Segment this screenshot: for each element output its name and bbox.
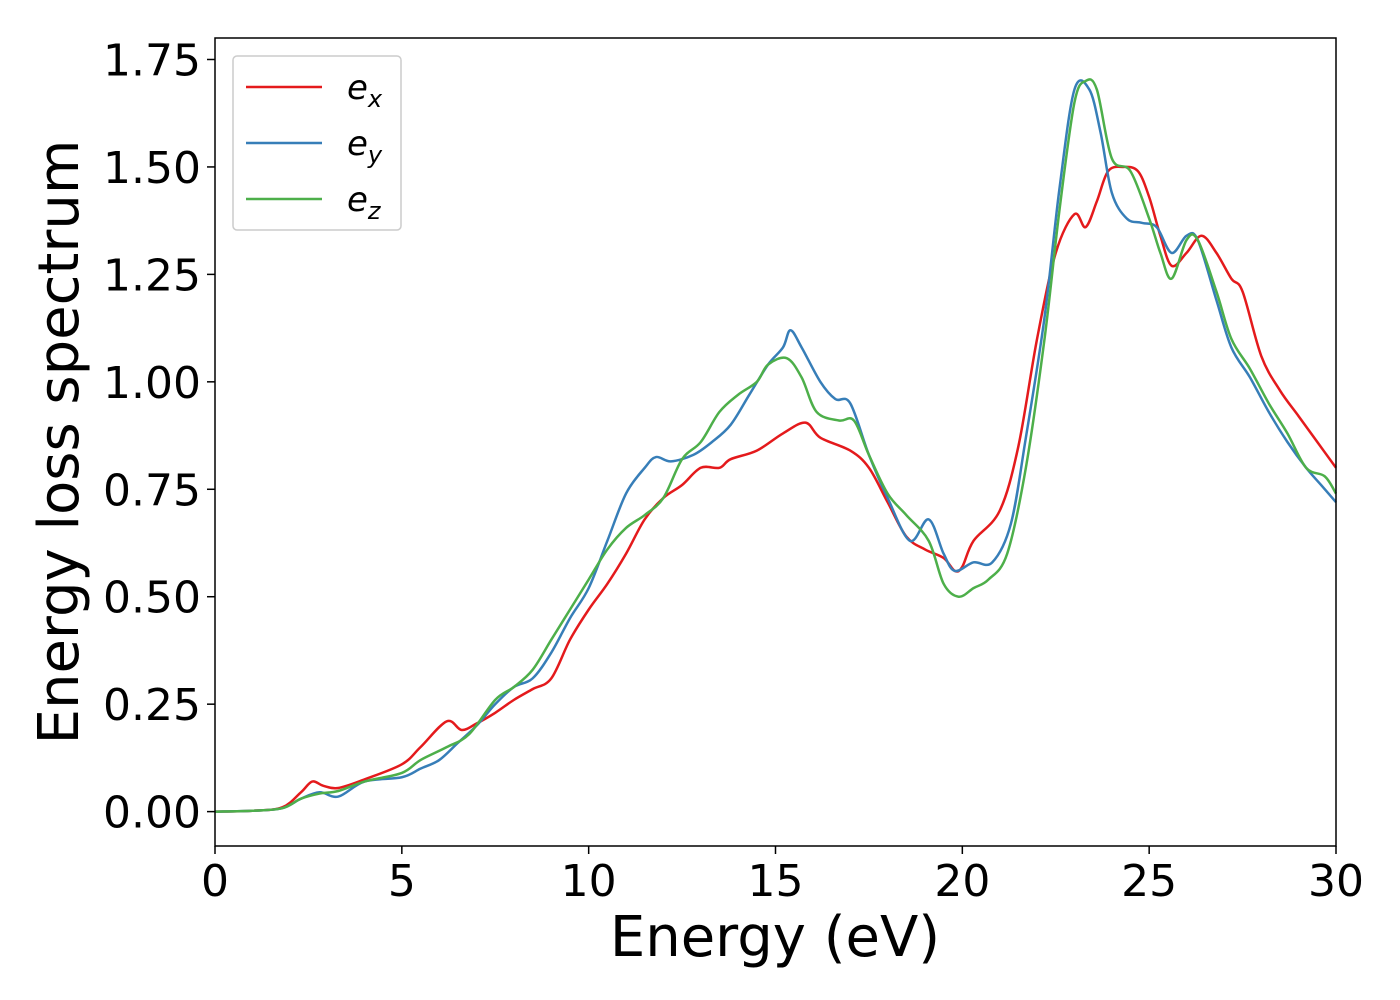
x-axis-label: Energy (eV) <box>610 905 940 970</box>
y-tick-label: 1.50 <box>103 143 201 194</box>
y-tick-label: 0.75 <box>103 465 201 516</box>
x-tick-label: 10 <box>561 856 617 907</box>
x-axis: 0 5 10 15 20 25 30 <box>201 846 1364 907</box>
legend-label-e-z: ez <box>347 180 382 225</box>
y-tick-label: 0.25 <box>103 680 201 731</box>
x-tick-label: 0 <box>201 856 229 907</box>
y-tick-label: 1.00 <box>103 358 201 409</box>
series-line-e-z <box>214 78 1338 813</box>
y-tick-label: 1.25 <box>103 250 201 301</box>
plot-area <box>215 38 1336 846</box>
y-tick-label: 0.50 <box>103 573 201 624</box>
series-line-e-x <box>214 165 1338 813</box>
y-axis-label: Energy loss spectrum <box>27 140 92 745</box>
legend: ex ey ez <box>232 55 402 231</box>
x-tick-label: 30 <box>1308 856 1364 907</box>
x-tick-label: 25 <box>1121 856 1177 907</box>
y-axis: 0.00 0.25 0.50 0.75 1.00 1.25 1.50 1.75 <box>103 35 215 839</box>
x-tick-label: 5 <box>388 856 416 907</box>
x-tick-label: 20 <box>934 856 990 907</box>
y-tick-label: 0.00 <box>103 788 201 839</box>
legend-label-e-y: ey <box>347 124 383 169</box>
x-tick-label: 15 <box>748 856 804 907</box>
series-layer <box>214 78 1338 813</box>
legend-label-e-x: ex <box>347 68 383 113</box>
y-tick-label: 1.75 <box>103 35 201 86</box>
